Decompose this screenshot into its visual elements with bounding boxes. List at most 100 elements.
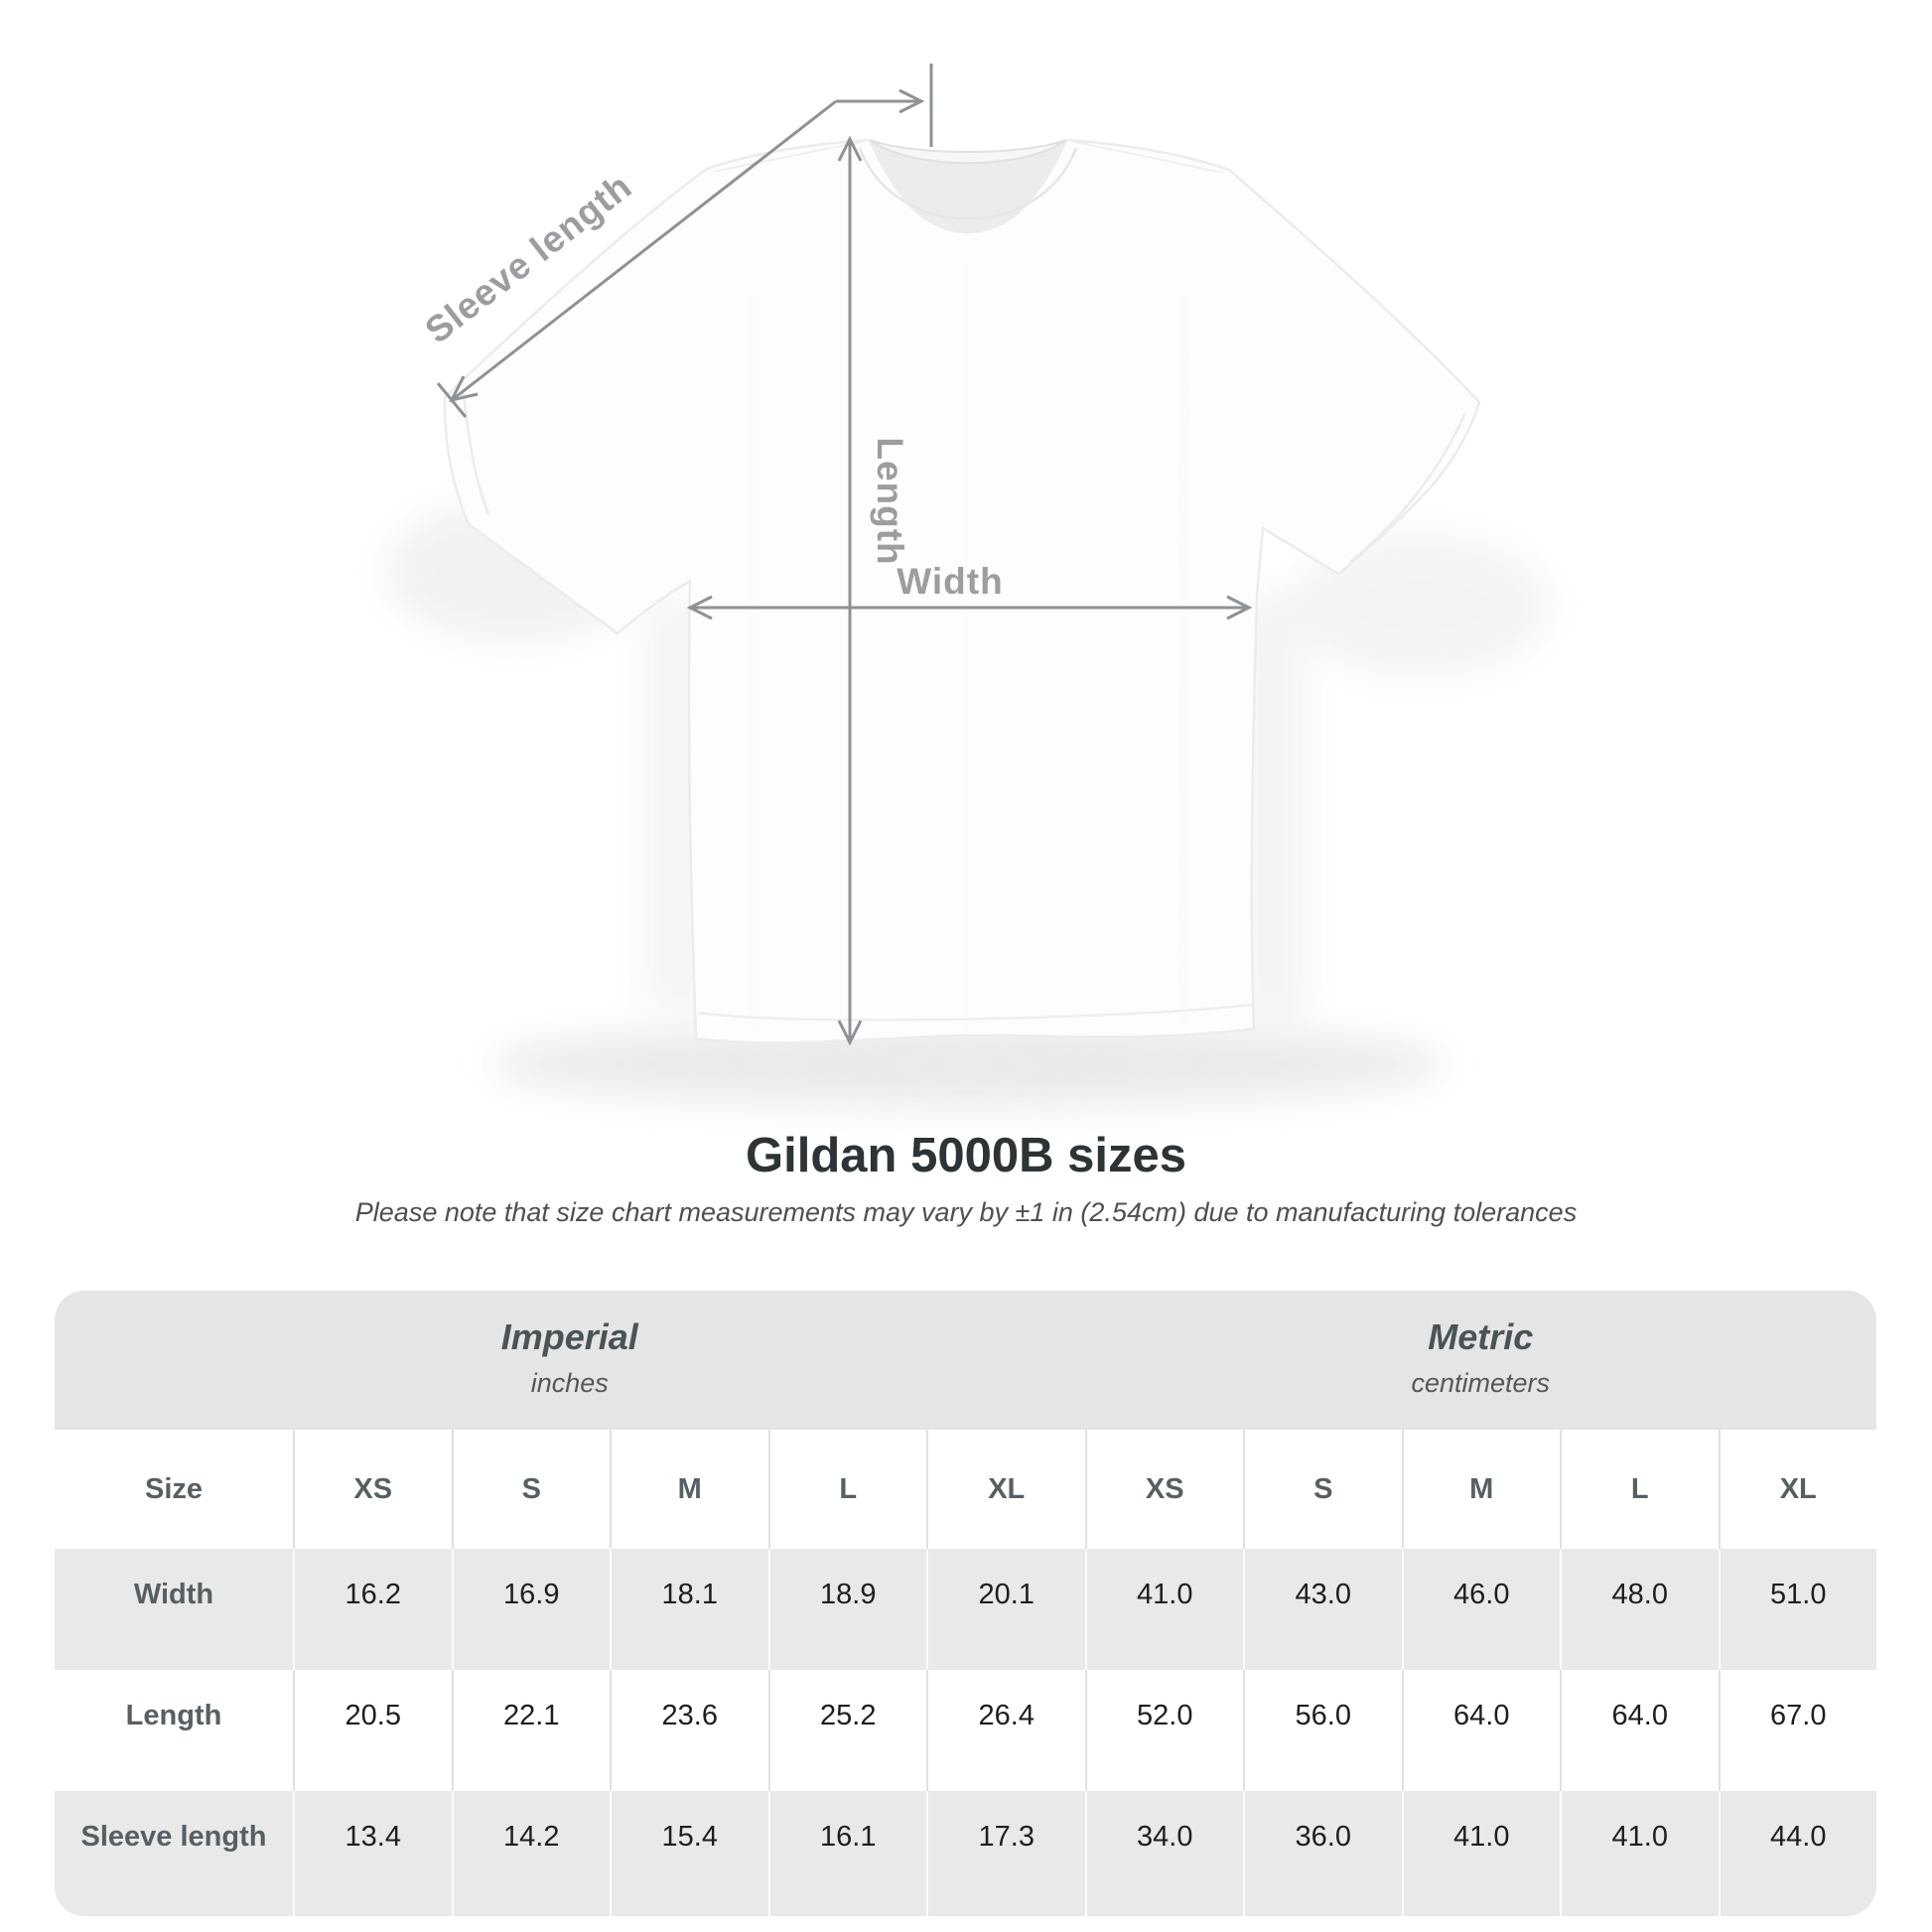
table-row-length: Length 20.5 22.1 23.6 25.2 26.4 52.0 56.… xyxy=(55,1670,1876,1791)
tolerance-note: Please note that size chart measurements… xyxy=(354,1197,1578,1227)
page-title: Gildan 5000B sizes xyxy=(746,1129,1186,1182)
cell-value: 64.0 xyxy=(1611,1700,1668,1731)
table-cell: 17.3 xyxy=(926,1791,1085,1916)
cell-value: 48.0 xyxy=(1611,1579,1668,1610)
cell-value: 16.2 xyxy=(345,1579,401,1610)
table-cell: 67.0 xyxy=(1718,1670,1877,1791)
width-dimension: Width xyxy=(686,561,1253,621)
column-header-label: XL xyxy=(988,1472,1026,1505)
table-header-row: Size XS S M L XL XS S M L XL xyxy=(55,1430,1876,1549)
cell-value: 15.4 xyxy=(661,1821,718,1853)
cell-value: 51.0 xyxy=(1770,1579,1827,1610)
cell-value: 46.0 xyxy=(1453,1579,1510,1610)
length-dimension: Length xyxy=(837,135,910,1046)
cell-value: 20.1 xyxy=(978,1579,1035,1610)
table-cell: 56.0 xyxy=(1243,1670,1402,1791)
cell-value: 23.6 xyxy=(661,1700,718,1731)
column-header-label: L xyxy=(1630,1472,1649,1505)
column-header-label: M xyxy=(677,1472,702,1505)
table-cell: 16.9 xyxy=(451,1549,611,1670)
cell-value: 34.0 xyxy=(1137,1821,1193,1853)
column-header: S xyxy=(1243,1430,1402,1549)
column-header-size: Size xyxy=(55,1430,293,1549)
table-cell: 15.4 xyxy=(610,1791,768,1916)
cell-value: 41.0 xyxy=(1453,1821,1510,1853)
row-label: Length xyxy=(125,1700,222,1731)
unit-group-imperial: Imperial inches xyxy=(55,1291,1085,1430)
column-header: M xyxy=(1401,1430,1561,1549)
cell-value: 36.0 xyxy=(1295,1821,1351,1853)
table-cell: 44.0 xyxy=(1718,1791,1877,1916)
cell-value: 56.0 xyxy=(1295,1700,1351,1731)
table-cell: 18.1 xyxy=(610,1549,768,1670)
column-header-label: XS xyxy=(353,1472,393,1505)
table-cell: 13.4 xyxy=(293,1791,452,1916)
table-row-width: Width 16.2 16.9 18.1 18.9 20.1 41.0 43.0… xyxy=(55,1549,1876,1670)
table-cell: 25.2 xyxy=(767,1670,927,1791)
table-cell: 16.1 xyxy=(767,1791,927,1916)
table-cell: 41.0 xyxy=(1560,1791,1719,1916)
table-cell: 52.0 xyxy=(1084,1670,1244,1791)
table-cell: 26.4 xyxy=(926,1670,1085,1791)
cell-value: 22.1 xyxy=(503,1700,560,1731)
cell-value: 43.0 xyxy=(1295,1579,1351,1610)
table-cell: 22.1 xyxy=(451,1670,611,1791)
row-label-cell: Length xyxy=(55,1670,293,1791)
table-cell: 20.1 xyxy=(926,1549,1085,1670)
cell-value: 52.0 xyxy=(1137,1700,1193,1731)
table-cell: 41.0 xyxy=(1401,1791,1561,1916)
column-header-label: S xyxy=(1313,1472,1333,1505)
length-label: Length xyxy=(870,437,910,565)
column-header-label: XS xyxy=(1145,1472,1184,1505)
column-header-label: M xyxy=(1469,1472,1494,1505)
column-header: XL xyxy=(926,1430,1085,1549)
cell-value: 13.4 xyxy=(345,1821,401,1853)
cell-value: 16.1 xyxy=(820,1821,877,1853)
column-header: XS xyxy=(1084,1430,1244,1549)
cell-value: 25.2 xyxy=(820,1700,877,1731)
row-label: Sleeve length xyxy=(80,1821,267,1853)
table-row-sleeve-length: Sleeve length 13.4 14.2 15.4 16.1 17.3 3… xyxy=(55,1791,1876,1916)
cell-value: 14.2 xyxy=(503,1821,560,1853)
unit-band: Imperial inches Metric centimeters xyxy=(55,1291,1876,1430)
tshirt-diagram: Sleeve length Length Width xyxy=(387,64,1549,1106)
cell-value: 18.1 xyxy=(661,1579,718,1610)
width-label: Width xyxy=(897,561,1003,602)
cell-value: 18.9 xyxy=(820,1579,877,1610)
column-header-label: S xyxy=(521,1472,541,1505)
column-header: XL xyxy=(1718,1430,1877,1549)
table-cell: 48.0 xyxy=(1560,1549,1719,1670)
column-header: L xyxy=(1560,1430,1719,1549)
column-header: L xyxy=(767,1430,927,1549)
row-label: Width xyxy=(133,1579,214,1610)
column-header-label: XL xyxy=(1779,1472,1817,1505)
table-cell: 43.0 xyxy=(1243,1549,1402,1670)
table-cell: 23.6 xyxy=(610,1670,768,1791)
unit-group-metric: Metric centimeters xyxy=(1085,1291,1877,1430)
table-cell: 14.2 xyxy=(451,1791,611,1916)
tshirt-illustration xyxy=(443,138,1481,1044)
cell-value: 44.0 xyxy=(1770,1821,1827,1853)
cell-value: 17.3 xyxy=(978,1821,1035,1853)
table-cell: 20.5 xyxy=(293,1670,452,1791)
size-header-label: Size xyxy=(144,1472,204,1505)
column-header-label: L xyxy=(839,1472,858,1505)
table-cell: 41.0 xyxy=(1084,1549,1244,1670)
table-cell: 34.0 xyxy=(1084,1791,1244,1916)
column-header: M xyxy=(610,1430,768,1549)
size-table: Imperial inches Metric centimeters Size … xyxy=(55,1291,1876,1916)
cell-value: 26.4 xyxy=(978,1700,1035,1731)
cell-value: 67.0 xyxy=(1770,1700,1827,1731)
imperial-label: Imperial xyxy=(500,1316,638,1357)
cell-value: 16.9 xyxy=(503,1579,560,1610)
cell-value: 41.0 xyxy=(1611,1821,1668,1853)
table-cell: 36.0 xyxy=(1243,1791,1402,1916)
table-cell: 46.0 xyxy=(1401,1549,1561,1670)
column-header: XS xyxy=(293,1430,452,1549)
table-cell: 64.0 xyxy=(1560,1670,1719,1791)
imperial-unit: inches xyxy=(530,1368,609,1398)
metric-unit: centimeters xyxy=(1411,1368,1551,1398)
row-label-cell: Width xyxy=(55,1549,293,1670)
metric-label: Metric xyxy=(1428,1316,1534,1357)
